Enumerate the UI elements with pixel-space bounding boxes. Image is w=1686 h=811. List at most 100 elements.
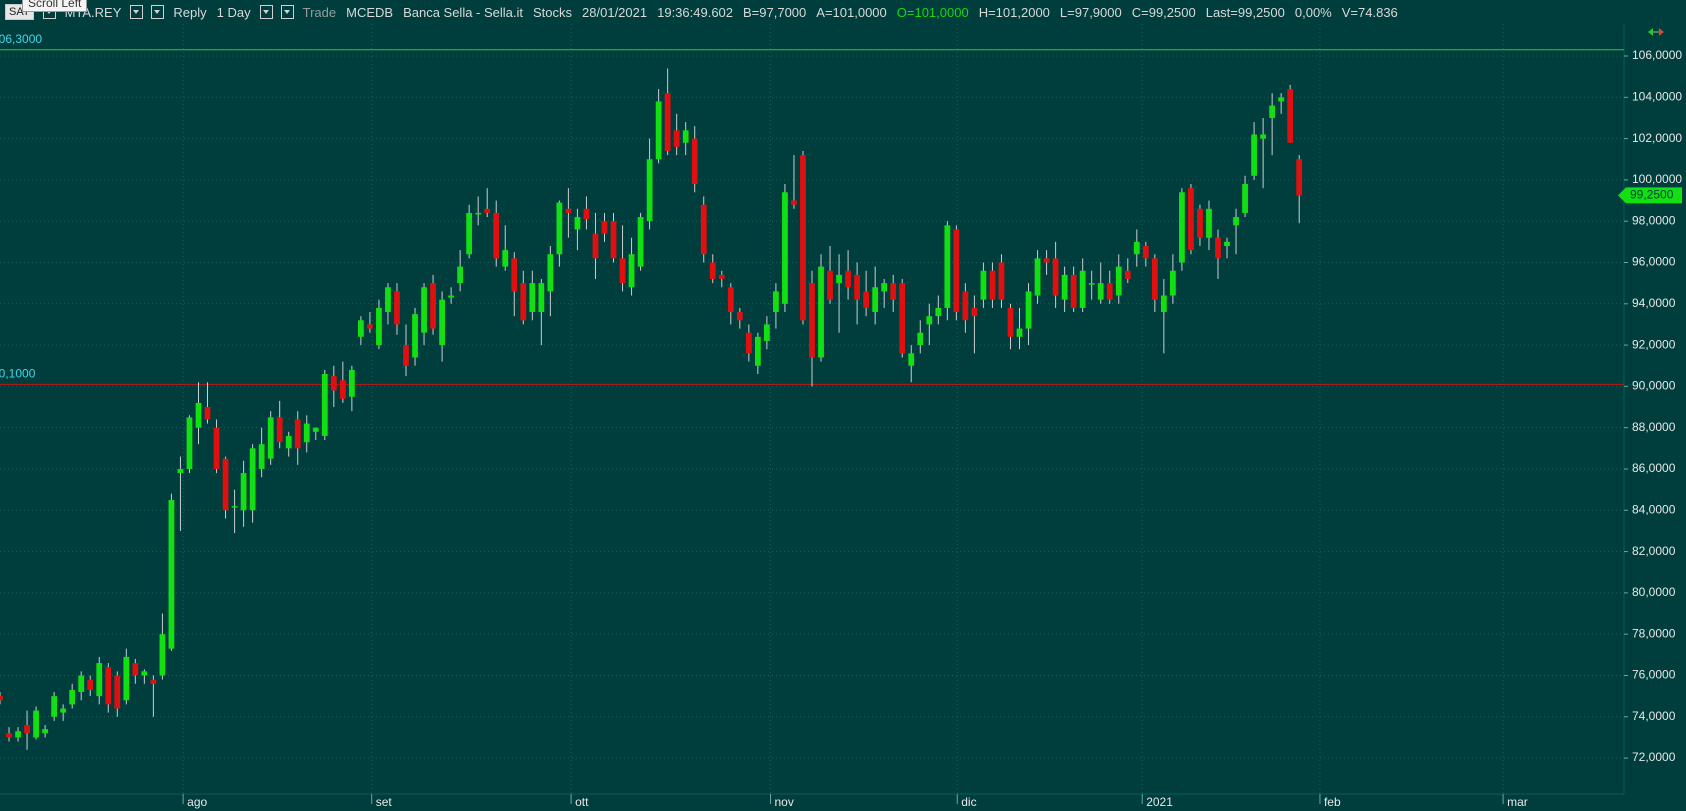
candle-body xyxy=(773,291,779,313)
broker: Banca Sella - Sella.it xyxy=(403,4,524,20)
candle-body xyxy=(376,307,382,346)
x-tick-label: set xyxy=(376,795,393,809)
y-tick-label: 92,0000 xyxy=(1632,337,1676,351)
candle-body xyxy=(484,208,491,213)
candle-body xyxy=(231,506,238,508)
candle-body xyxy=(971,307,978,317)
button[interactable]: SAT xyxy=(5,4,34,20)
candle-body xyxy=(195,402,202,428)
y-tick-label: 96,0000 xyxy=(1632,255,1676,269)
candle-body xyxy=(529,283,536,313)
candle-body xyxy=(339,380,346,399)
candle-body xyxy=(556,202,563,255)
candle-body xyxy=(267,417,274,459)
candle-body xyxy=(926,316,933,325)
trade[interactable]: Trade xyxy=(302,4,337,20)
candle-body xyxy=(619,258,626,284)
candle-body xyxy=(917,332,924,346)
candle-body xyxy=(989,270,996,300)
y-tick-label: 100,0000 xyxy=(1632,172,1682,186)
reply[interactable]: Reply xyxy=(173,4,207,20)
candle-body xyxy=(132,663,139,676)
dropdown[interactable] xyxy=(259,5,273,19)
candle-body xyxy=(51,696,58,717)
high: H=101,2000 xyxy=(978,4,1050,20)
asset-class: Stocks xyxy=(533,4,573,20)
candle-body xyxy=(439,299,445,346)
y-tick-label: 106,0000 xyxy=(1632,48,1682,62)
candle-body xyxy=(1106,283,1113,300)
candle-body xyxy=(394,291,400,325)
candle-body xyxy=(42,729,48,734)
candle-body xyxy=(1007,307,1014,337)
candle-body xyxy=(150,679,157,684)
change: 0,00% xyxy=(1294,4,1332,20)
bid: B=97,7000 xyxy=(743,4,807,20)
time: 19:36:49.602 xyxy=(657,4,734,20)
scroll-icon[interactable] xyxy=(1648,28,1664,36)
x-tick-label: feb xyxy=(1324,795,1341,809)
candle-body xyxy=(655,101,662,160)
x-tick-label: 2021 xyxy=(1146,795,1173,809)
y-tick-label: 90,0000 xyxy=(1632,379,1676,393)
x-tick-label: nov xyxy=(774,795,793,809)
candle-body xyxy=(890,283,897,300)
candle-body xyxy=(421,287,427,333)
candle-body xyxy=(1142,245,1149,259)
candle-body xyxy=(953,229,960,313)
candle-body xyxy=(637,217,644,267)
candle-body xyxy=(809,283,815,358)
dropdown[interactable] xyxy=(130,5,144,19)
candle-body xyxy=(448,295,454,298)
plot-area xyxy=(0,24,1624,794)
candle-body xyxy=(1034,258,1041,296)
dropdown[interactable] xyxy=(151,5,165,19)
candle-body xyxy=(385,287,391,313)
candle-body xyxy=(845,270,851,288)
candle-body xyxy=(105,667,112,705)
candle-body xyxy=(565,208,572,213)
candle-body xyxy=(791,200,797,205)
candle-body xyxy=(348,369,355,397)
candle-body xyxy=(367,324,373,329)
candle-body xyxy=(1043,258,1050,263)
volume: V=74.836 xyxy=(1341,4,1398,20)
x-tick-label: ago xyxy=(187,795,207,809)
dropdown[interactable] xyxy=(280,5,294,19)
x-tick-label: dic xyxy=(961,795,976,809)
level-label: 90,1000 xyxy=(0,366,36,380)
candle-body xyxy=(610,221,617,259)
level-label: 106,3000 xyxy=(0,32,42,46)
toolbar: SAT MTA.REY Reply 1 Day Trade MCEDB Banc… xyxy=(0,0,1686,24)
candle-body xyxy=(258,444,265,469)
candle-body xyxy=(782,192,788,304)
open: O=101,0000 xyxy=(896,4,969,20)
candle-body xyxy=(312,427,319,432)
candle-body xyxy=(285,435,292,449)
candle-body xyxy=(1052,258,1059,296)
candle-body xyxy=(1296,159,1303,196)
candle-body xyxy=(1160,295,1167,313)
candle-body xyxy=(204,407,211,420)
candle-body xyxy=(475,212,482,215)
candle-body xyxy=(1079,270,1086,308)
candle-body xyxy=(1133,241,1140,255)
candle-body xyxy=(60,708,67,713)
candle-body xyxy=(159,634,166,676)
candle-body xyxy=(493,212,500,259)
candle-body xyxy=(646,159,653,222)
candle-body xyxy=(1061,274,1068,300)
candle-body xyxy=(303,423,310,443)
candle-body xyxy=(114,675,121,709)
candle-body xyxy=(700,204,707,255)
candle-body xyxy=(240,473,247,511)
candle-body xyxy=(511,258,518,292)
tooltip: Scroll Left xyxy=(22,0,88,12)
interval[interactable]: 1 Day xyxy=(216,4,251,20)
candle-body xyxy=(123,656,130,701)
x-tick-label: mar xyxy=(1507,795,1528,809)
candle-body xyxy=(430,283,436,329)
candle-body xyxy=(800,155,806,321)
candle-body xyxy=(718,274,725,280)
